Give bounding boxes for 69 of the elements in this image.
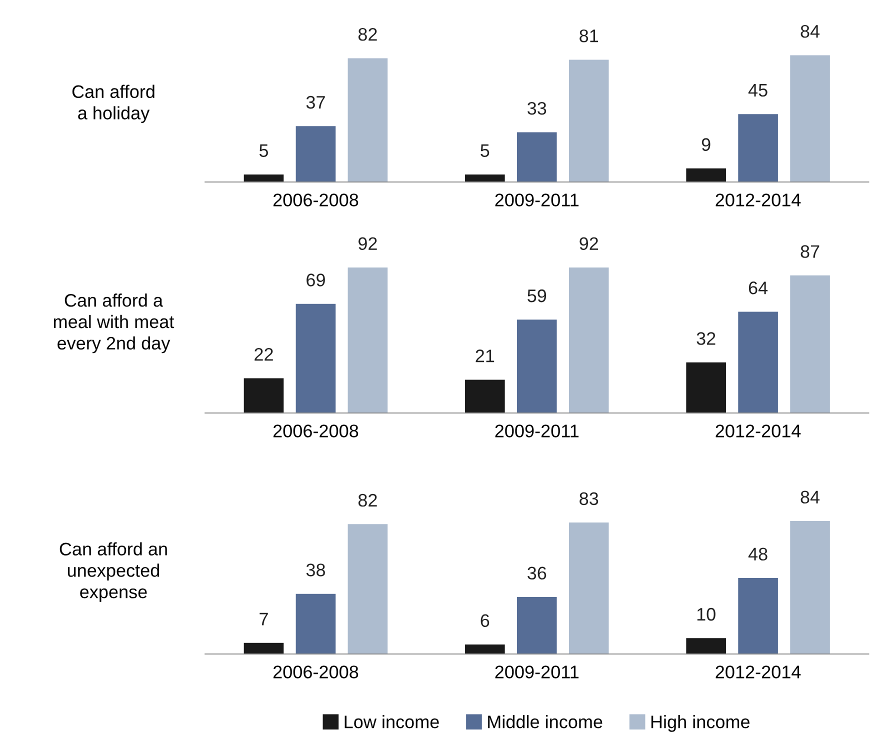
bar: [686, 362, 726, 413]
text: Can afford a holiday: [72, 84, 154, 124]
bar: [465, 174, 505, 182]
bar: [738, 578, 778, 654]
bar: [516, 132, 557, 182]
data-label: 9: [702, 138, 710, 151]
x-tick-label: 2006-2008: [273, 666, 358, 678]
bar: [244, 174, 284, 182]
data-label: 37: [306, 96, 325, 109]
data-label: 84: [800, 490, 820, 504]
x-tick-label: 2012-2014: [716, 194, 801, 206]
x-tick-label: 2012-2014: [716, 666, 801, 678]
data-label: 5: [259, 144, 268, 157]
data-label: 6: [480, 614, 490, 628]
x-tick-label: 2009-2011: [495, 666, 579, 678]
bar: [790, 275, 830, 413]
bar: [244, 378, 284, 413]
legend-label: Low income: [344, 715, 439, 728]
bar: [568, 522, 609, 654]
bar: [790, 55, 830, 182]
bar: [348, 267, 388, 413]
x-tick-label: 2006-2008: [273, 424, 358, 438]
data-label: 10: [697, 608, 716, 621]
data-label: 32: [696, 332, 716, 345]
bar: [348, 524, 388, 654]
data-label: 83: [580, 492, 598, 506]
bar: [738, 312, 778, 413]
data-label: 7: [260, 612, 268, 626]
text: Can afford an unexpected expense: [60, 542, 167, 602]
data-label: 45: [748, 84, 768, 97]
bar: [296, 594, 336, 654]
bar: [465, 644, 505, 654]
data-label: 69: [306, 274, 325, 286]
bar: [568, 267, 609, 413]
data-label: 38: [306, 564, 325, 576]
data-label: 84: [800, 24, 820, 38]
data-label: 48: [748, 548, 768, 561]
bar: [244, 642, 284, 654]
bar: [568, 60, 609, 182]
bar: [686, 168, 726, 182]
data-label: 5: [480, 144, 490, 157]
bar: [296, 126, 336, 182]
data-label: 21: [476, 350, 494, 362]
legend-label: Middle income: [488, 715, 602, 728]
x-tick-label: 2009-2011: [495, 194, 579, 206]
bar: [790, 520, 830, 654]
bar: [516, 596, 557, 654]
data-label: 92: [358, 237, 377, 250]
data-label: 36: [528, 566, 546, 580]
bar: [516, 320, 557, 413]
x-tick-label: 2012-2014: [716, 424, 801, 438]
x-tick-label: 2009-2011: [495, 424, 579, 438]
data-label: 87: [800, 245, 820, 258]
data-label: 82: [358, 28, 377, 41]
data-label: 64: [748, 282, 768, 294]
text: Can afford a meal with meat every 2nd day: [54, 294, 174, 354]
data-label: 59: [528, 289, 546, 302]
x-tick-label: 2006-2008: [273, 194, 358, 206]
data-label: 22: [254, 348, 273, 361]
data-label: 92: [580, 237, 598, 250]
data-label: 33: [528, 102, 546, 115]
bar: [686, 638, 726, 654]
bar: [348, 58, 388, 182]
data-label: 82: [358, 494, 377, 507]
bar: [296, 304, 336, 413]
bar: [738, 114, 778, 182]
bar: [465, 380, 505, 413]
data-label: 81: [580, 30, 598, 42]
legend-label: High income: [651, 715, 750, 732]
